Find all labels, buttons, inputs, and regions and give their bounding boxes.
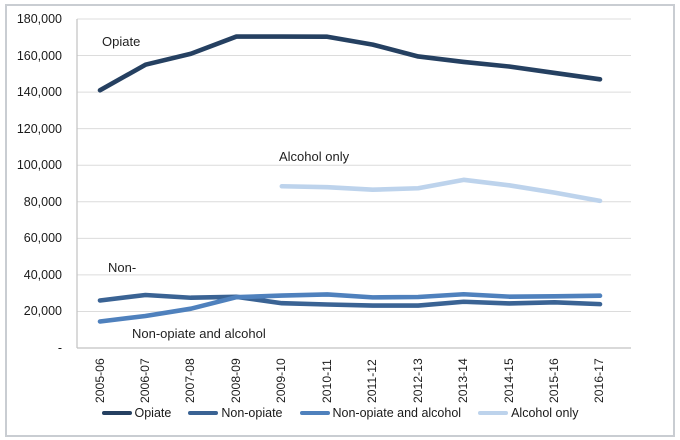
annotation-non-: Non- — [108, 260, 137, 275]
legend-item-alcohol-only: Alcohol only — [478, 406, 578, 420]
legend-item-opiate: Opiate — [101, 406, 172, 420]
series-line-alcohol-only — [279, 177, 603, 204]
legend-item-non-opiate: Non-opiate — [188, 406, 283, 420]
y-tick-label: - — [57, 341, 62, 355]
series-line-non-opiate-and-alcohol — [97, 291, 603, 324]
y-tick-label: 180,000 — [16, 12, 62, 26]
x-tick-label: 2013-14 — [456, 358, 471, 403]
legend-marker-alcohol-only — [478, 410, 509, 416]
legend-label: Non-opiate and alcohol — [332, 406, 462, 420]
legend-label: Opiate — [134, 406, 172, 420]
x-tick-label: 2014-15 — [501, 358, 516, 403]
x-tick-label: 2015-16 — [547, 358, 562, 403]
y-tick-label: 100,000 — [16, 158, 62, 173]
x-tick-label: 2012-13 — [410, 358, 425, 403]
x-tick-label: 2008-09 — [228, 358, 243, 403]
annotation-opiate: Opiate — [102, 34, 141, 49]
y-tick-label: 80,000 — [23, 194, 62, 209]
legend-marker-non-opiate-and-alcohol — [299, 410, 330, 416]
x-tick-label: 2010-11 — [319, 359, 334, 403]
chart-legend: Opiate Non-opiate Non-opiate and alcohol Al… — [0, 401, 680, 425]
legend-marker-non-opiate — [188, 410, 219, 416]
x-tick-label: 2006-07 — [137, 358, 152, 403]
legend-label: Alcohol only — [511, 406, 579, 420]
y-tick-label: 20,000 — [23, 304, 62, 319]
annotation-alcohol-only: Alcohol only — [279, 149, 350, 164]
y-tick-label: 60,000 — [23, 231, 62, 246]
x-tick-label: 2007-08 — [183, 358, 198, 403]
x-tick-label: 2005-06 — [92, 358, 107, 403]
series-line-opiate — [97, 34, 603, 93]
x-tick-label: 2016-17 — [592, 358, 607, 403]
y-tick-label: 140,000 — [16, 85, 62, 100]
x-tick-label: 2009-10 — [274, 358, 289, 403]
x-tick-label: 2011-12 — [365, 359, 380, 403]
y-tick-label: 120,000 — [16, 121, 62, 136]
y-tick-label: 40,000 — [23, 267, 62, 282]
annotation-non-opiate-and-alcohol: Non-opiate and alcohol — [132, 326, 266, 341]
y-tick-label: 160,000 — [16, 48, 62, 63]
legend-marker-opiate — [101, 410, 132, 416]
series-line-non-opiate — [97, 292, 603, 308]
legend-item-non-opiate-and-alcohol: Non-opiate and alcohol — [299, 406, 462, 420]
legend-label: Non-opiate — [221, 406, 283, 420]
